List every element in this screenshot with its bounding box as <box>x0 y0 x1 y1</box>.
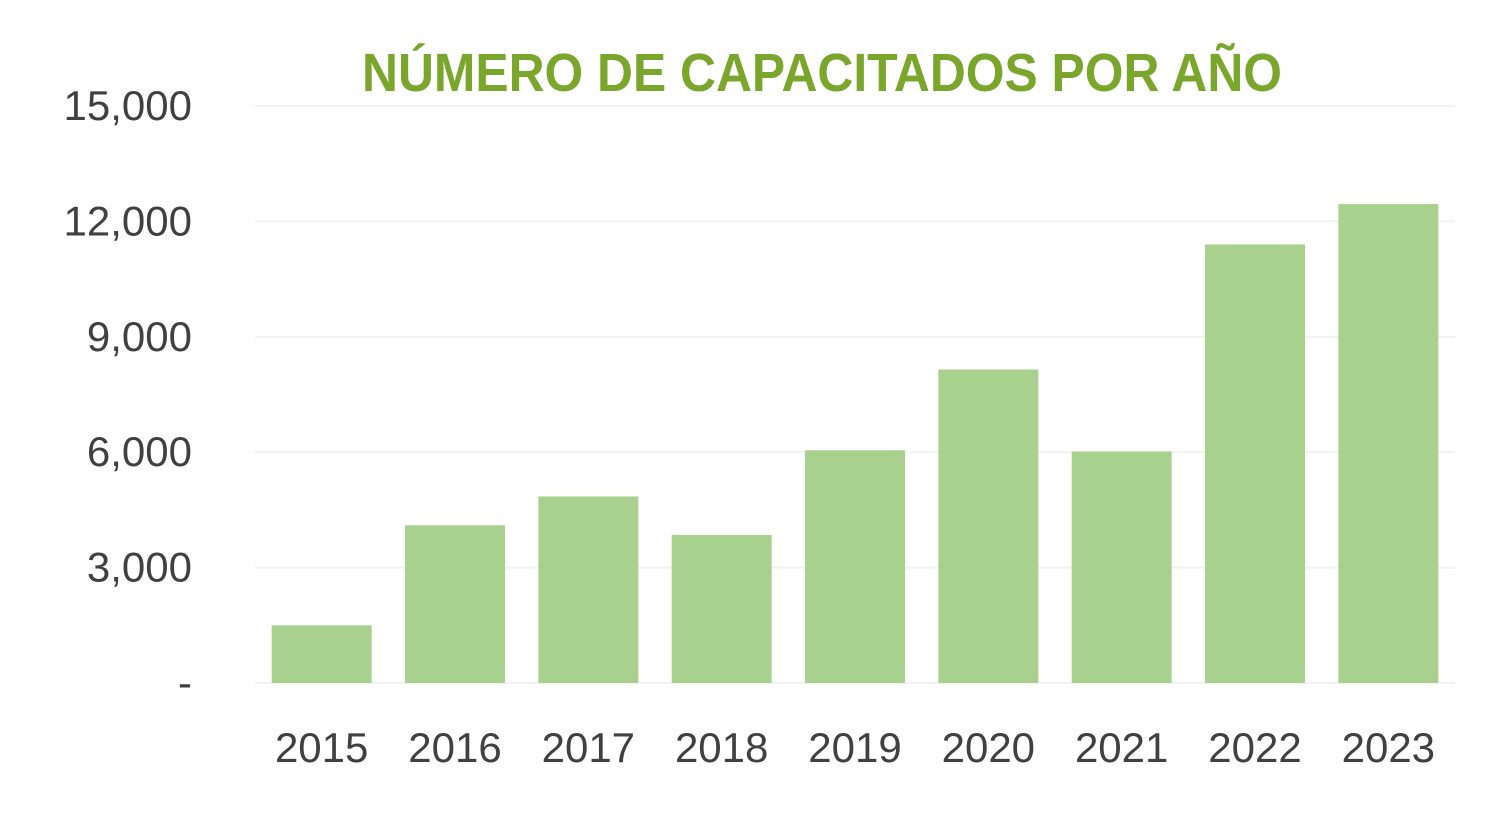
x-tick-label: 2018 <box>675 724 768 771</box>
x-tick-label: 2021 <box>1075 724 1168 771</box>
x-tick-label: 2020 <box>942 724 1035 771</box>
x-axis-tick-labels: 2015 2016 2017 2018 2019 2020 2021 2022 2023 <box>275 724 1435 771</box>
chart-title: NÚMERO DE CAPACITADOS POR AÑO <box>362 43 1282 103</box>
bar-2015 <box>271 625 372 683</box>
x-tick-label: 2017 <box>542 724 635 771</box>
x-tick-label: 2022 <box>1208 724 1301 771</box>
y-tick-label: 9,000 <box>87 313 192 360</box>
x-tick-label: 2023 <box>1342 724 1435 771</box>
bar-2017 <box>538 496 639 683</box>
y-tick-label: 15,000 <box>64 82 192 129</box>
y-tick-label: 3,000 <box>87 544 192 591</box>
x-tick-label: 2015 <box>275 724 368 771</box>
bars <box>271 204 1439 684</box>
y-tick-label: 6,000 <box>87 428 192 475</box>
bar-2018 <box>671 534 772 683</box>
x-tick-label: 2019 <box>808 724 901 771</box>
bar-2019 <box>805 450 905 683</box>
y-axis-tick-labels: - 3,000 6,000 9,000 12,000 15,000 <box>64 82 192 706</box>
y-tick-label: - <box>178 659 192 706</box>
bar-2020 <box>938 369 1039 683</box>
y-tick-label: 12,000 <box>64 197 192 244</box>
bar-2023 <box>1338 204 1439 683</box>
bar-2016 <box>405 525 505 683</box>
bar-2021 <box>1071 451 1172 683</box>
x-tick-label: 2016 <box>408 724 501 771</box>
bar-2022 <box>1205 244 1305 684</box>
